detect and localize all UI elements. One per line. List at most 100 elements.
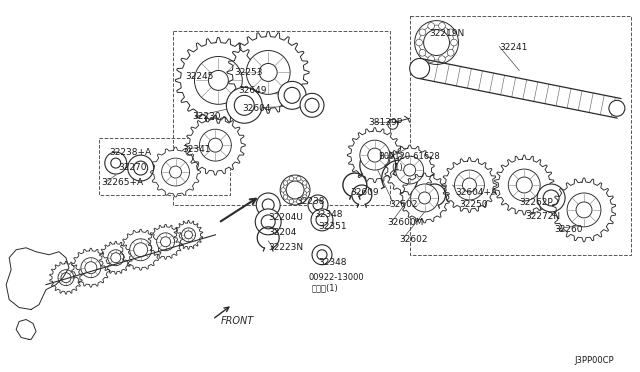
Circle shape xyxy=(438,23,445,29)
Text: 32238+A: 32238+A xyxy=(109,148,151,157)
Circle shape xyxy=(284,87,300,103)
Text: 32241: 32241 xyxy=(499,42,528,52)
Text: 32341: 32341 xyxy=(182,145,211,154)
Text: 32348: 32348 xyxy=(318,258,346,267)
Text: (1): (1) xyxy=(392,163,403,172)
Circle shape xyxy=(311,209,333,231)
Circle shape xyxy=(463,178,476,192)
Circle shape xyxy=(447,29,454,36)
Polygon shape xyxy=(150,147,200,197)
Circle shape xyxy=(508,169,540,201)
Circle shape xyxy=(130,239,152,261)
Circle shape xyxy=(516,177,532,193)
Text: 32351: 32351 xyxy=(318,222,347,231)
Text: 32230: 32230 xyxy=(193,112,221,121)
Text: 32265+A: 32265+A xyxy=(101,178,143,187)
Text: 32348: 32348 xyxy=(314,210,342,219)
Circle shape xyxy=(447,49,454,56)
Circle shape xyxy=(157,233,175,251)
Text: 32604: 32604 xyxy=(243,104,271,113)
Circle shape xyxy=(419,49,426,56)
Circle shape xyxy=(317,250,327,260)
Text: 32262P: 32262P xyxy=(519,198,553,207)
Circle shape xyxy=(567,193,601,227)
Text: 32204: 32204 xyxy=(268,228,296,237)
Polygon shape xyxy=(148,224,183,259)
Circle shape xyxy=(537,184,565,212)
Circle shape xyxy=(182,228,195,242)
Circle shape xyxy=(200,129,231,161)
Circle shape xyxy=(161,158,189,186)
Bar xyxy=(99,138,230,195)
Circle shape xyxy=(111,158,121,168)
Text: 32238: 32238 xyxy=(296,197,324,206)
Circle shape xyxy=(161,237,171,247)
Circle shape xyxy=(300,93,324,117)
Circle shape xyxy=(419,192,431,204)
Circle shape xyxy=(128,155,154,181)
Circle shape xyxy=(415,20,458,64)
Circle shape xyxy=(368,148,382,162)
Circle shape xyxy=(411,184,438,212)
Circle shape xyxy=(256,193,280,217)
Circle shape xyxy=(438,56,445,62)
Circle shape xyxy=(209,138,222,152)
Polygon shape xyxy=(99,241,132,274)
Bar xyxy=(173,31,390,205)
Polygon shape xyxy=(120,230,161,270)
Circle shape xyxy=(396,156,424,184)
Polygon shape xyxy=(348,128,402,183)
Polygon shape xyxy=(72,248,110,287)
Circle shape xyxy=(281,188,285,192)
Circle shape xyxy=(108,250,124,266)
Text: 32219N: 32219N xyxy=(429,29,465,38)
Text: 32602: 32602 xyxy=(400,235,428,244)
Circle shape xyxy=(303,195,307,199)
Circle shape xyxy=(134,243,148,257)
Text: 32609: 32609 xyxy=(350,188,378,197)
Circle shape xyxy=(261,215,275,229)
Circle shape xyxy=(296,199,301,203)
Text: 32600M: 32600M xyxy=(388,218,424,227)
Circle shape xyxy=(428,56,435,62)
Polygon shape xyxy=(552,178,616,242)
Circle shape xyxy=(543,190,559,206)
Circle shape xyxy=(61,273,71,283)
Circle shape xyxy=(283,181,287,185)
Bar xyxy=(410,16,631,255)
Text: 32253: 32253 xyxy=(234,68,263,77)
Polygon shape xyxy=(175,38,261,123)
Circle shape xyxy=(195,57,243,104)
Circle shape xyxy=(424,30,449,55)
Text: 32649: 32649 xyxy=(238,86,267,95)
Circle shape xyxy=(227,87,262,123)
Text: 32272N: 32272N xyxy=(525,212,561,221)
Polygon shape xyxy=(385,145,435,195)
Circle shape xyxy=(255,209,281,235)
Polygon shape xyxy=(495,155,554,215)
Polygon shape xyxy=(50,261,82,294)
Circle shape xyxy=(184,231,193,239)
Text: 38139P: 38139P xyxy=(368,118,402,127)
Circle shape xyxy=(209,70,228,90)
Text: FRONT: FRONT xyxy=(220,315,253,326)
Circle shape xyxy=(360,140,390,170)
Circle shape xyxy=(280,175,310,205)
Text: B09120-61628: B09120-61628 xyxy=(378,152,440,161)
Circle shape xyxy=(296,176,301,181)
Circle shape xyxy=(609,100,625,116)
Text: 32204U: 32204U xyxy=(268,213,303,222)
Circle shape xyxy=(81,258,101,278)
Circle shape xyxy=(278,81,306,109)
Text: リング(1): リング(1) xyxy=(312,283,339,293)
Text: J3PP00CP: J3PP00CP xyxy=(574,356,614,365)
Polygon shape xyxy=(400,173,449,223)
Text: 32604+A: 32604+A xyxy=(456,188,498,197)
Circle shape xyxy=(134,161,148,175)
Circle shape xyxy=(283,195,287,199)
Circle shape xyxy=(289,199,294,203)
Circle shape xyxy=(428,23,435,29)
Text: 32245: 32245 xyxy=(186,73,214,81)
Circle shape xyxy=(454,170,484,200)
Circle shape xyxy=(289,176,294,181)
